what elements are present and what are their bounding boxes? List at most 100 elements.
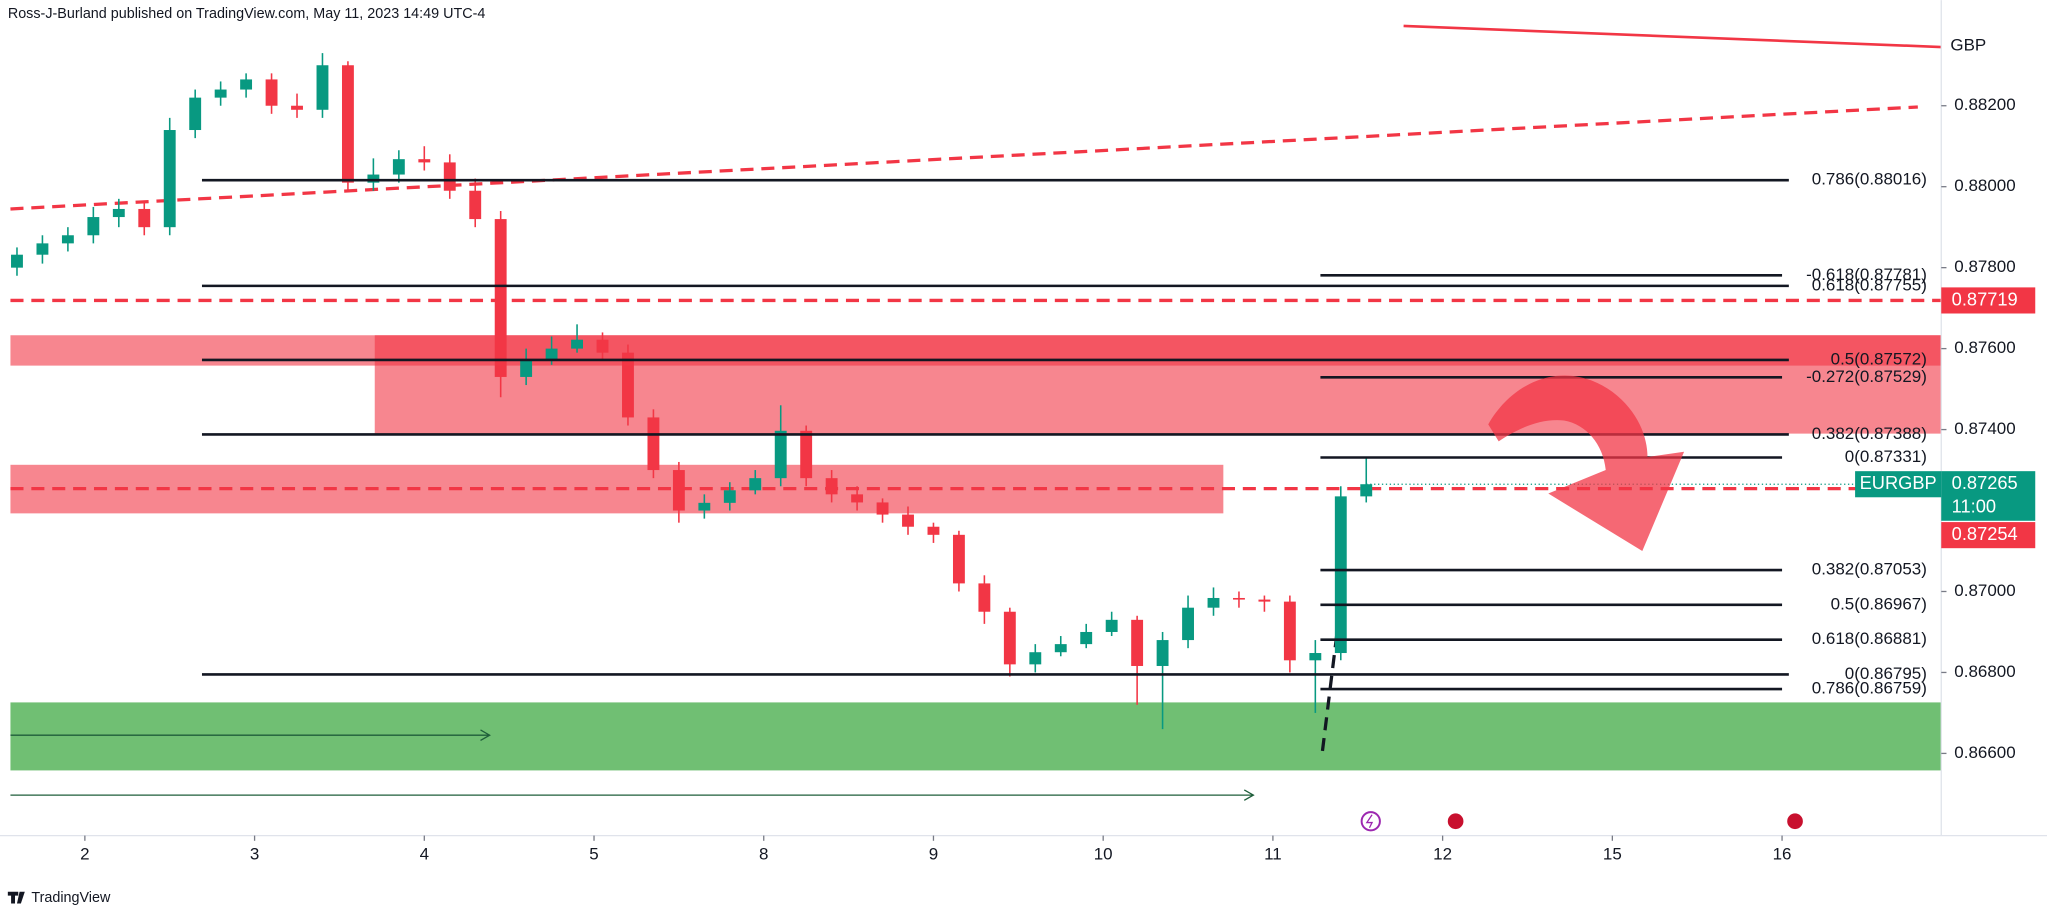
- candles: [11, 53, 1942, 730]
- price-tag: [1941, 471, 2036, 521]
- candle-body: [774, 430, 787, 479]
- price-tag: [1941, 287, 2036, 314]
- candle-body: [1334, 496, 1347, 654]
- fib-label: 0.382(0.87053): [1812, 560, 1927, 579]
- candle-body: [316, 65, 329, 110]
- candle-body: [87, 217, 100, 236]
- candle-body: [952, 534, 965, 584]
- fib-label: 0.786(0.86759): [1812, 679, 1927, 698]
- candle-body: [520, 359, 533, 377]
- candle-body: [265, 79, 278, 106]
- fib-label: 0(0.86795): [1845, 664, 1927, 683]
- logo: [7, 891, 25, 904]
- fib-label: 0.5(0.86967): [1831, 594, 1927, 613]
- candle-body: [647, 417, 660, 471]
- y-tick-label: 0.87800: [1954, 257, 2015, 276]
- candle-body: [61, 235, 74, 244]
- candle-body: [1309, 653, 1322, 661]
- y-tick-label: 0.88000: [1954, 176, 2015, 195]
- drawings: [10, 24, 1942, 801]
- currency-label: GBP: [1950, 35, 1986, 54]
- candle-body: [800, 430, 813, 479]
- fib-label: 0.5(0.87572): [1831, 349, 1927, 368]
- candle-body: [341, 65, 354, 183]
- candle-body: [291, 105, 303, 110]
- candle-body: [418, 159, 431, 163]
- event-flag[interactable]: [1784, 810, 1806, 832]
- candle-body: [1105, 619, 1118, 632]
- fib-label: -0.272(0.87529): [1806, 367, 1927, 386]
- candle-body: [596, 339, 609, 353]
- candle-body: [876, 502, 889, 515]
- candle-body: [749, 478, 762, 491]
- candle-body: [698, 502, 711, 511]
- publisher-header: Ross-J-Burland published on TradingView.…: [8, 6, 486, 22]
- x-tick-label: 9: [929, 845, 938, 864]
- candle-body: [494, 219, 507, 377]
- candle-body: [1360, 484, 1373, 497]
- candle-body: [1003, 611, 1016, 665]
- candle-body: [622, 352, 634, 418]
- candle-body: [1080, 631, 1093, 645]
- candle-body: [138, 208, 151, 228]
- fib-label: 0(0.87331): [1845, 447, 1927, 466]
- candle-body: [443, 162, 456, 191]
- x-tick-label: 2: [80, 845, 89, 864]
- x-tick-label: 3: [250, 845, 259, 864]
- x-tick-label: 10: [1094, 845, 1113, 864]
- candle-body: [851, 494, 864, 503]
- y-tick-label: 0.87400: [1954, 419, 2015, 438]
- candle-body: [1233, 597, 1245, 600]
- x-tick-label: 8: [759, 845, 768, 864]
- event-flag[interactable]: [1445, 810, 1467, 832]
- x-tick-label: 11: [1264, 845, 1282, 864]
- candle-body: [1283, 601, 1296, 661]
- y-tick-label: 0.87600: [1954, 338, 2015, 357]
- price-tag-label: 0.87719: [1952, 288, 2018, 309]
- footer-brand: TradingView: [31, 890, 111, 906]
- arrow-head: [480, 729, 491, 741]
- symbol-tag: [1855, 471, 1942, 498]
- candle-body: [1054, 644, 1067, 653]
- candle-body: [163, 130, 176, 228]
- candle-body: [11, 254, 23, 268]
- candle-body: [1207, 597, 1220, 608]
- fib-label: 0.382(0.87388): [1812, 424, 1927, 443]
- y-tick-label: 0.88200: [1954, 95, 2015, 114]
- fib-label: 0.786(0.88016): [1812, 170, 1927, 189]
- candle-body: [723, 490, 736, 503]
- x-tick-label: 16: [1773, 845, 1792, 864]
- fib-label: 0.618(0.87755): [1812, 275, 1927, 294]
- candle-body: [902, 514, 914, 527]
- fib-label: 0.618(0.86881): [1812, 629, 1927, 648]
- fib-levels: 0.786(0.88016) 0.618(0.87755) 0.5(0.87572)…: [201, 170, 1927, 698]
- candle-body: [978, 583, 991, 612]
- candle-body: [672, 470, 685, 511]
- forecast-arrow: [1488, 375, 1685, 551]
- price-tag-label: 0.87254: [1952, 523, 2018, 544]
- countdown: 11:00: [1952, 496, 1996, 517]
- y-tick-label: 0.86800: [1954, 662, 2015, 681]
- candle-body: [1258, 599, 1271, 602]
- y-tick-label: 0.87000: [1954, 581, 2015, 600]
- fib-label: -0.618(0.87781): [1806, 265, 1927, 284]
- y-tick-label: 0.86600: [1954, 743, 2015, 762]
- x-tick-label: 5: [589, 845, 598, 864]
- event-icon[interactable]: [1360, 811, 1381, 832]
- symbol-label: EURGBP: [1860, 472, 1937, 493]
- x-tick-label: 4: [420, 845, 429, 864]
- price-tag-label: 0.87265: [1952, 472, 2018, 493]
- candle-body: [545, 348, 558, 360]
- candle-body: [571, 339, 583, 349]
- x-tick-label: 12: [1433, 845, 1452, 864]
- candle-body: [927, 526, 940, 535]
- candle-body: [469, 190, 482, 220]
- candle-body: [240, 79, 253, 90]
- zones: [10, 335, 1942, 771]
- candle-body: [1131, 619, 1144, 666]
- candle-body: [214, 89, 227, 98]
- candle-body: [1156, 640, 1169, 666]
- zone: [10, 702, 1942, 771]
